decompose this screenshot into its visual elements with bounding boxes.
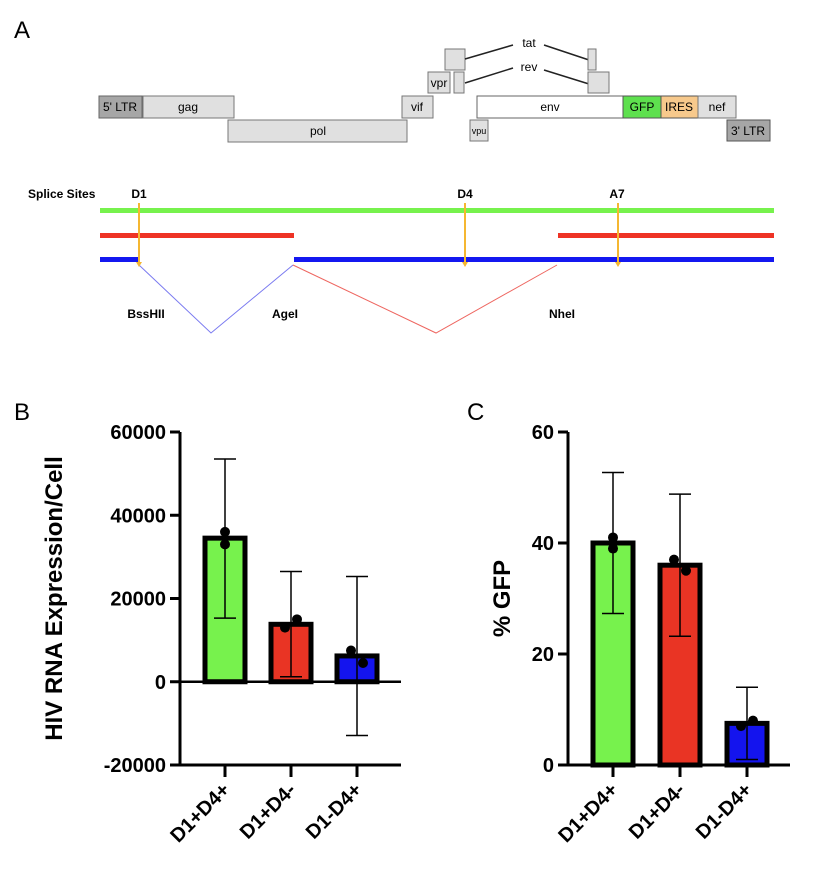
gene-pol-label: pol — [310, 124, 326, 138]
x-category-label: D1+D4+ — [166, 779, 234, 847]
x-category-label: D1+D4- — [625, 779, 690, 844]
gene-vif-label: vif — [411, 100, 424, 114]
red-splice-junction — [292, 264, 558, 334]
tat-exon1 — [444, 48, 466, 71]
gene-gag — [142, 95, 235, 119]
gene-3ltr — [726, 119, 771, 142]
rev-exon2 — [587, 71, 610, 94]
y-tick-label: 0 — [543, 755, 554, 777]
y-tick-label: 40 — [532, 533, 554, 555]
gene-vpr — [427, 71, 451, 94]
gene-5ltr-label: 5' LTR — [103, 100, 137, 114]
splice-site-d1-label: D1 — [131, 187, 147, 201]
transcript-red-left — [100, 233, 294, 238]
gene-vpr-label: vpr — [431, 76, 448, 90]
y-axis-title: HIV RNA Expression/Cell — [41, 456, 68, 741]
tat-splice-line-right — [543, 44, 590, 61]
rev-splice-line-right — [543, 69, 590, 85]
x-category-label: D1-D4+ — [302, 779, 367, 844]
panel-letter-c: C — [467, 399, 484, 426]
enzyme-nhei-label: NheI — [549, 307, 575, 321]
x-category-label: D1+D4- — [236, 779, 301, 844]
gene-vif — [401, 95, 434, 119]
y-tick-label: 20 — [532, 644, 554, 666]
y-tick-label: 0 — [155, 672, 166, 694]
data-point — [669, 554, 679, 565]
data-point — [292, 614, 302, 625]
rev-exon1 — [453, 71, 465, 94]
gene-rev-label: rev — [521, 60, 538, 74]
splice-diagram: Splice Sites D1 D4 A7 BssHII AgeI NheI — [28, 187, 774, 334]
gene-tat-label: tat — [522, 36, 536, 50]
tat-exon2 — [587, 48, 597, 71]
transcript-red-right — [558, 233, 774, 238]
data-point — [681, 565, 691, 576]
data-point — [220, 539, 230, 550]
data-point — [736, 721, 746, 732]
gene-gfp-label: GFP — [630, 100, 655, 114]
y-tick-label: 40000 — [110, 505, 166, 527]
gene-pol — [227, 119, 408, 143]
x-category-label: D1-D4+ — [692, 779, 757, 844]
genome-map: 5' LTR gag pol vif vpr tat rev env vpu G… — [98, 36, 771, 143]
splice-site-d4-label: D4 — [457, 187, 473, 201]
gene-nef-label: nef — [709, 100, 726, 114]
gene-ires-label: IRES — [665, 100, 693, 114]
splice-site-a7-label: A7 — [609, 187, 625, 201]
tat-splice-line-left — [464, 44, 514, 60]
enzyme-bsshii-label: BssHII — [127, 307, 164, 321]
x-category-label: D1+D4+ — [554, 779, 622, 847]
site-arrow-a7 — [615, 203, 621, 267]
data-point — [748, 715, 758, 726]
data-point — [220, 526, 230, 537]
gene-vpu — [469, 119, 489, 142]
y-tick-label: 60 — [532, 422, 554, 444]
splice-sites-title: Splice Sites — [28, 187, 96, 201]
y-axis-title: % GFP — [489, 560, 516, 637]
site-arrow-d4 — [462, 203, 468, 267]
gene-vpu-label: vpu — [472, 126, 487, 136]
blue-splice-junction — [138, 264, 294, 334]
gene-3ltr-label: 3' LTR — [731, 124, 765, 138]
data-point — [358, 658, 368, 669]
transcript-blue-right — [294, 257, 774, 262]
y-tick-label: 20000 — [110, 589, 166, 611]
panel-letter-a: A — [14, 17, 30, 44]
data-point — [346, 645, 356, 656]
gene-5ltr — [98, 95, 143, 119]
transcript-green — [100, 208, 774, 213]
gene-nef — [697, 95, 737, 119]
y-tick-label: 60000 — [110, 422, 166, 444]
y-tick-label: -20000 — [104, 755, 166, 777]
transcript-blue-left — [100, 257, 138, 262]
enzyme-agei-label: AgeI — [272, 307, 298, 321]
rev-splice-line-left — [464, 67, 514, 84]
site-arrow-d1 — [136, 203, 142, 267]
panel-letter-b: B — [14, 399, 30, 426]
data-point — [280, 622, 290, 633]
data-point — [608, 532, 618, 543]
gene-gag-label: gag — [178, 100, 198, 114]
chart-c: 0 20 40 60 % GFP D1+D4+ D1+D4- D1-D4+ — [489, 422, 790, 847]
data-point — [608, 543, 618, 554]
gene-env-label: env — [540, 100, 559, 114]
chart-b: -20000 0 20000 40000 60000 HIV RNA Expression… — [41, 422, 401, 847]
